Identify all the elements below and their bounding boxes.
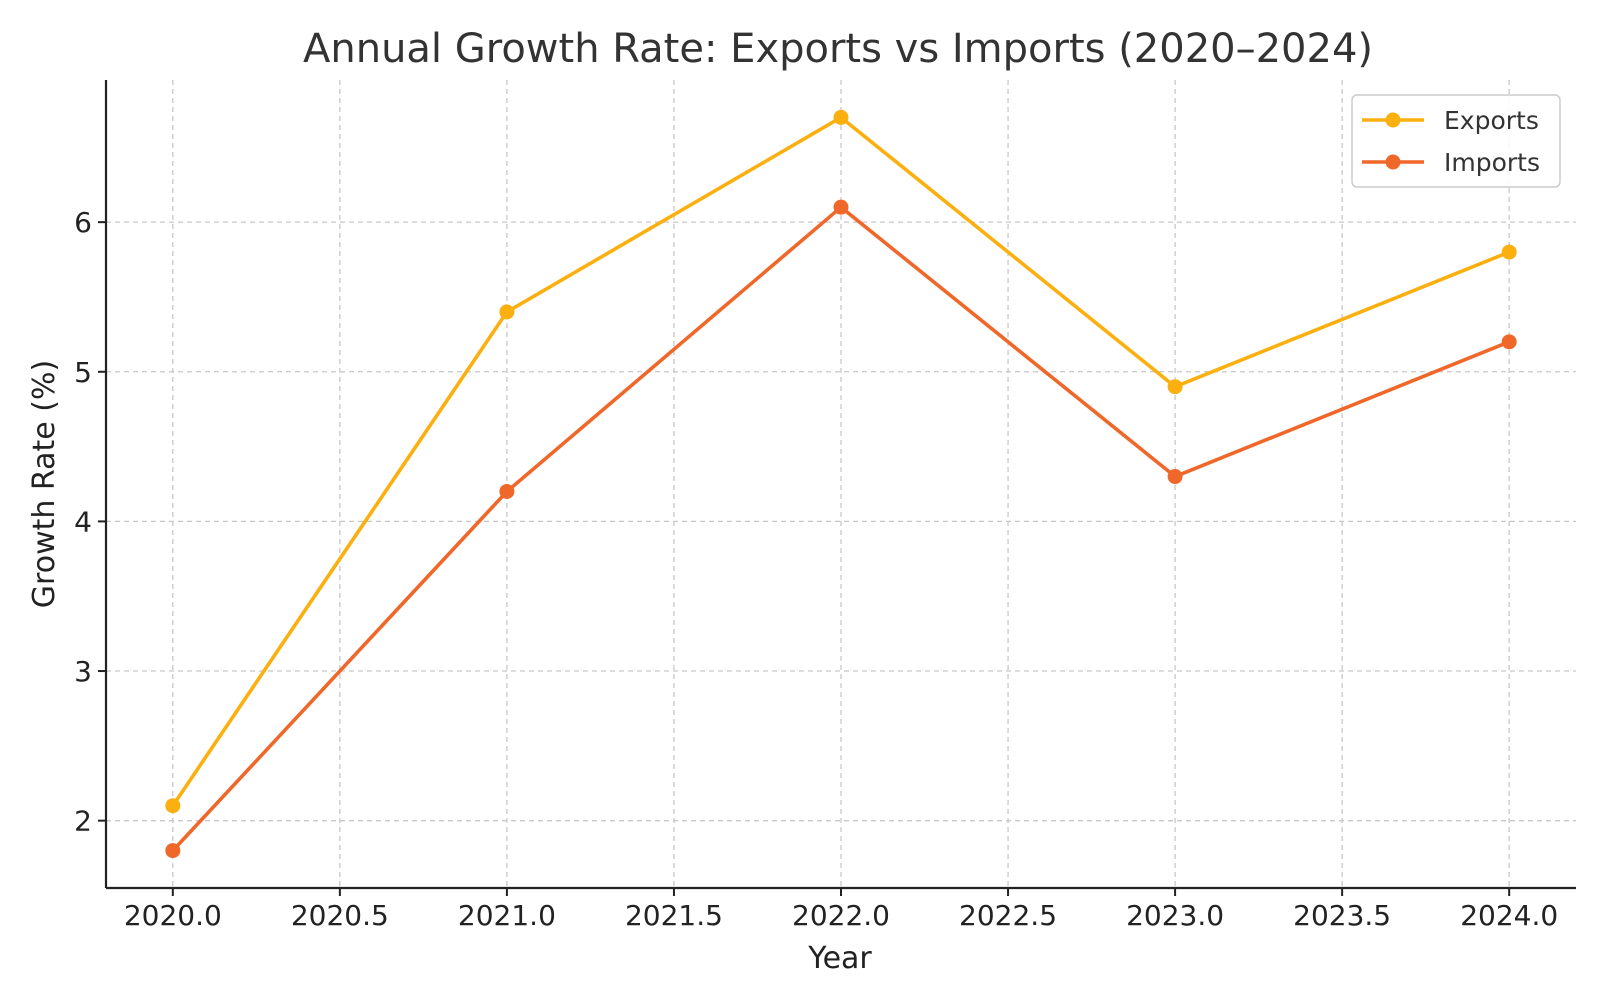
axes: 2020.0 2020.5 2021.0 2021.5 2022.0 2022.5 2023…	[74, 80, 1576, 932]
exports-data-point	[499, 304, 515, 320]
exports-data-point	[1167, 379, 1183, 395]
legend-imports-label: Imports	[1444, 148, 1540, 177]
legend: Exports Imports	[1351, 94, 1561, 188]
series	[165, 109, 1517, 859]
legend-exports-marker	[1385, 112, 1401, 128]
imports-data-point	[1501, 334, 1517, 350]
x-tick-label: 2023.5	[1293, 899, 1391, 932]
x-tick-label: 2021.0	[458, 899, 556, 932]
imports-data-point	[1167, 469, 1183, 485]
imports-data-point	[833, 199, 849, 215]
y-axis-label: Growth Rate (%)	[27, 360, 62, 608]
y-tick-label: 6	[74, 206, 92, 239]
x-tick-label: 2020.5	[291, 899, 389, 932]
y-tick-label: 5	[74, 356, 92, 389]
x-tick-label: 2023.0	[1126, 899, 1224, 932]
x-axis-label: Year	[807, 941, 872, 976]
y-tick-label: 4	[74, 505, 92, 538]
y-tick-label: 3	[74, 655, 92, 688]
legend-box	[1351, 94, 1561, 188]
x-tick-label: 2021.5	[625, 899, 723, 932]
x-tick-label: 2024.0	[1460, 899, 1558, 932]
exports-data-point	[833, 109, 849, 125]
x-tick-label: 2020.0	[124, 899, 222, 932]
x-tick-label: 2022.5	[959, 899, 1057, 932]
exports-data-point	[165, 798, 181, 814]
y-tick-label: 2	[74, 805, 92, 838]
chart-title: Annual Growth Rate: Exports vs Imports (…	[303, 26, 1373, 72]
grid	[106, 80, 1576, 888]
exports-data-point	[1501, 244, 1517, 260]
legend-imports-marker	[1385, 154, 1401, 170]
imports-series-line	[171, 205, 1511, 853]
imports-data-point	[165, 843, 181, 859]
legend-exports-label: Exports	[1444, 106, 1539, 135]
imports-data-point	[499, 483, 515, 499]
x-tick-label: 2022.0	[792, 899, 890, 932]
